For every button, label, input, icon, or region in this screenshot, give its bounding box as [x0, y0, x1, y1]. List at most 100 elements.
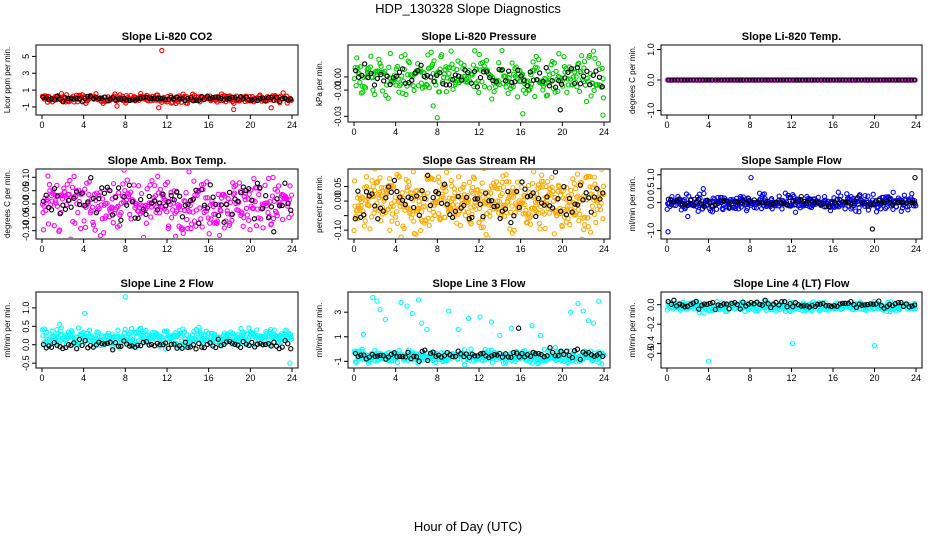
data-point	[718, 77, 724, 83]
data-point	[522, 211, 529, 217]
data-point	[280, 90, 286, 96]
data-point	[549, 349, 556, 356]
data-point	[497, 350, 503, 357]
x-tick-label: 4	[706, 244, 711, 254]
y-tick-label: -0.05	[21, 207, 31, 228]
outlier-point	[596, 298, 602, 304]
data-point	[577, 81, 584, 87]
data-point	[354, 55, 360, 61]
data-point	[487, 213, 493, 219]
data-point	[740, 197, 746, 204]
data-point	[362, 218, 368, 224]
data-point	[561, 184, 567, 190]
data-point	[895, 199, 901, 206]
data-point	[409, 74, 415, 80]
data-point	[895, 300, 901, 306]
data-point	[795, 198, 802, 204]
data-point	[853, 208, 859, 214]
data-point	[196, 220, 202, 226]
data-point	[707, 300, 713, 307]
data-point	[76, 96, 83, 102]
data-point	[152, 193, 159, 199]
data-point	[352, 67, 359, 74]
data-point	[110, 219, 116, 226]
panel-3: Slope Li-820 Temp. 0 4 8 12 16 20 24 -1.0 0.0 1.0 d…	[628, 31, 923, 130]
data-point	[442, 214, 448, 221]
data-point	[204, 179, 210, 185]
data-point	[669, 193, 675, 200]
data-point	[76, 198, 82, 205]
data-point	[842, 199, 849, 206]
data-point	[449, 353, 456, 360]
data-point	[288, 334, 294, 340]
data-point	[41, 203, 47, 209]
data-point	[252, 344, 258, 350]
data-point	[242, 197, 248, 203]
data-point	[214, 218, 220, 224]
data-point	[572, 350, 579, 357]
data-point	[831, 199, 838, 206]
data-point	[577, 182, 583, 188]
data-point	[422, 347, 428, 353]
data-point	[438, 200, 445, 206]
data-point	[723, 301, 730, 307]
data-point	[271, 339, 277, 345]
data-point	[154, 207, 161, 213]
data-point	[116, 222, 123, 229]
data-point	[470, 190, 476, 196]
data-point	[882, 205, 889, 212]
y-tick-label: -0.01	[333, 80, 343, 101]
data-point	[704, 301, 710, 308]
data-point	[399, 190, 405, 196]
data-point	[873, 209, 880, 215]
data-point	[529, 360, 535, 366]
data-point	[132, 215, 138, 221]
data-point	[844, 191, 850, 197]
data-point	[433, 353, 439, 360]
data-point	[232, 341, 238, 348]
data-point	[45, 173, 51, 179]
data-point	[734, 199, 741, 205]
y-axis-label: percent per min.	[315, 175, 324, 233]
data-point	[514, 188, 520, 195]
data-point	[406, 59, 412, 66]
data-point	[748, 200, 755, 207]
data-point	[88, 175, 94, 181]
data-point	[522, 186, 528, 192]
data-point	[911, 200, 918, 206]
y-axis-label: ml/min per min.	[628, 177, 637, 232]
data-point	[851, 202, 857, 209]
data-point	[282, 180, 288, 186]
x-tick-label: 8	[123, 120, 128, 130]
data-point	[157, 186, 164, 193]
data-point	[600, 353, 606, 360]
data-point	[740, 299, 746, 305]
data-point	[762, 297, 768, 303]
data-point	[215, 202, 222, 208]
data-point	[886, 77, 893, 83]
data-point	[466, 216, 472, 222]
data-point	[740, 194, 746, 200]
data-point	[893, 77, 899, 83]
x-tick-label: 20	[557, 373, 567, 383]
data-point	[792, 209, 799, 215]
data-point	[173, 189, 180, 195]
data-point	[196, 97, 202, 103]
data-point	[79, 190, 85, 196]
data-point	[516, 354, 522, 360]
data-point	[768, 77, 774, 83]
data-point	[361, 84, 368, 90]
data-point	[771, 77, 778, 83]
data-point	[454, 220, 460, 226]
data-point	[288, 207, 294, 213]
data-point	[434, 72, 440, 79]
data-point	[862, 302, 868, 308]
data-point	[474, 84, 480, 90]
data-point	[186, 209, 193, 215]
data-point	[574, 171, 581, 177]
data-point	[171, 341, 177, 347]
data-point	[543, 183, 549, 190]
data-point	[257, 216, 264, 222]
data-point	[229, 211, 235, 217]
data-point	[480, 194, 486, 200]
